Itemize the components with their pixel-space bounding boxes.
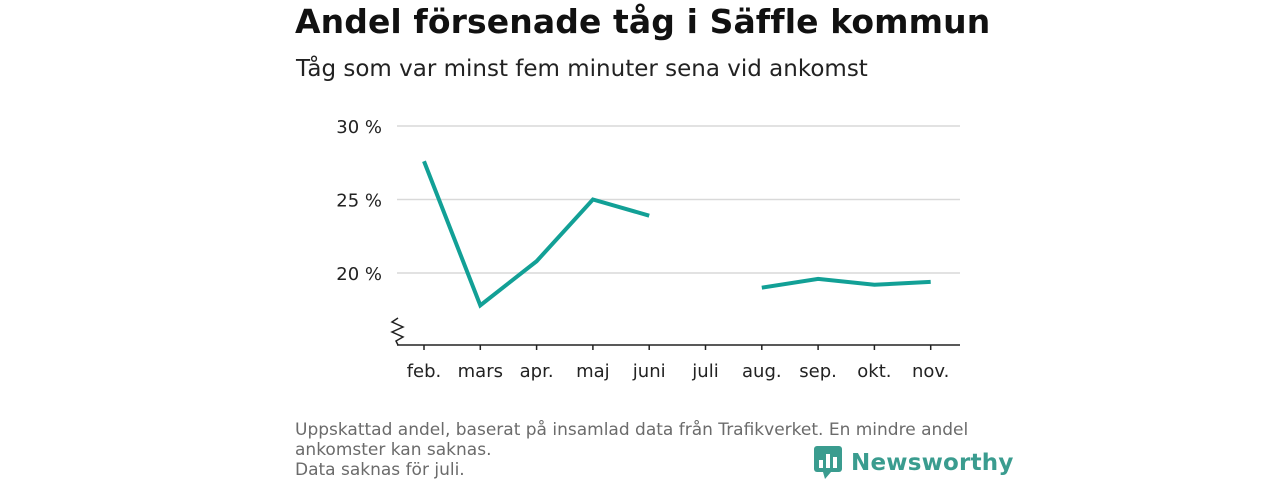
footnote-line-3: Data saknas för juli.: [295, 460, 465, 480]
x-tick-label: sep.: [799, 361, 837, 382]
x-tick-label: nov.: [912, 361, 949, 382]
footnote-line-1: Uppskattad andel, baserat på insamlad da…: [295, 420, 969, 440]
x-tick-label: okt.: [857, 361, 891, 382]
series-lines: [422, 160, 931, 309]
grid-lines: [397, 125, 960, 274]
x-tick-label: juni: [632, 361, 666, 382]
x-axis-tick-labels: feb. mars apr. maj juni juli aug. sep. okt. nov.: [407, 361, 950, 382]
x-tick-label: apr.: [520, 361, 554, 382]
x-tick-label: aug.: [742, 361, 782, 382]
bar-chart-logo-icon: [814, 446, 842, 479]
x-tick-label: mars: [458, 361, 503, 382]
x-tick-label: juli: [691, 361, 718, 382]
x-tick-label: maj: [576, 361, 610, 382]
series-line-segment: [761, 276, 931, 290]
series-line-segment: [422, 160, 650, 309]
line-chart: 20 % 25 % 30 % feb. mars apr. maj juni juli aug.…: [336, 117, 960, 382]
x-axis: [390, 317, 960, 350]
axis-break-icon: [390, 317, 405, 346]
chart-title: Andel försenade tåg i Säffle kommun: [295, 2, 991, 41]
brand-name: Newsworthy: [851, 450, 1014, 476]
y-tick-label: 25 %: [336, 191, 382, 212]
y-axis-tick-labels: 20 % 25 % 30 %: [336, 117, 382, 285]
y-tick-label: 30 %: [336, 117, 382, 138]
y-tick-label: 20 %: [336, 264, 382, 285]
x-tick-label: feb.: [407, 361, 442, 382]
chart-subtitle: Tåg som var minst fem minuter sena vid a…: [296, 56, 868, 82]
footnote: Uppskattad andel, baserat på insamlad da…: [295, 420, 995, 480]
footnote-line-2: ankomster kan saknas.: [295, 440, 492, 460]
brand-logo: Newsworthy: [814, 446, 1014, 480]
